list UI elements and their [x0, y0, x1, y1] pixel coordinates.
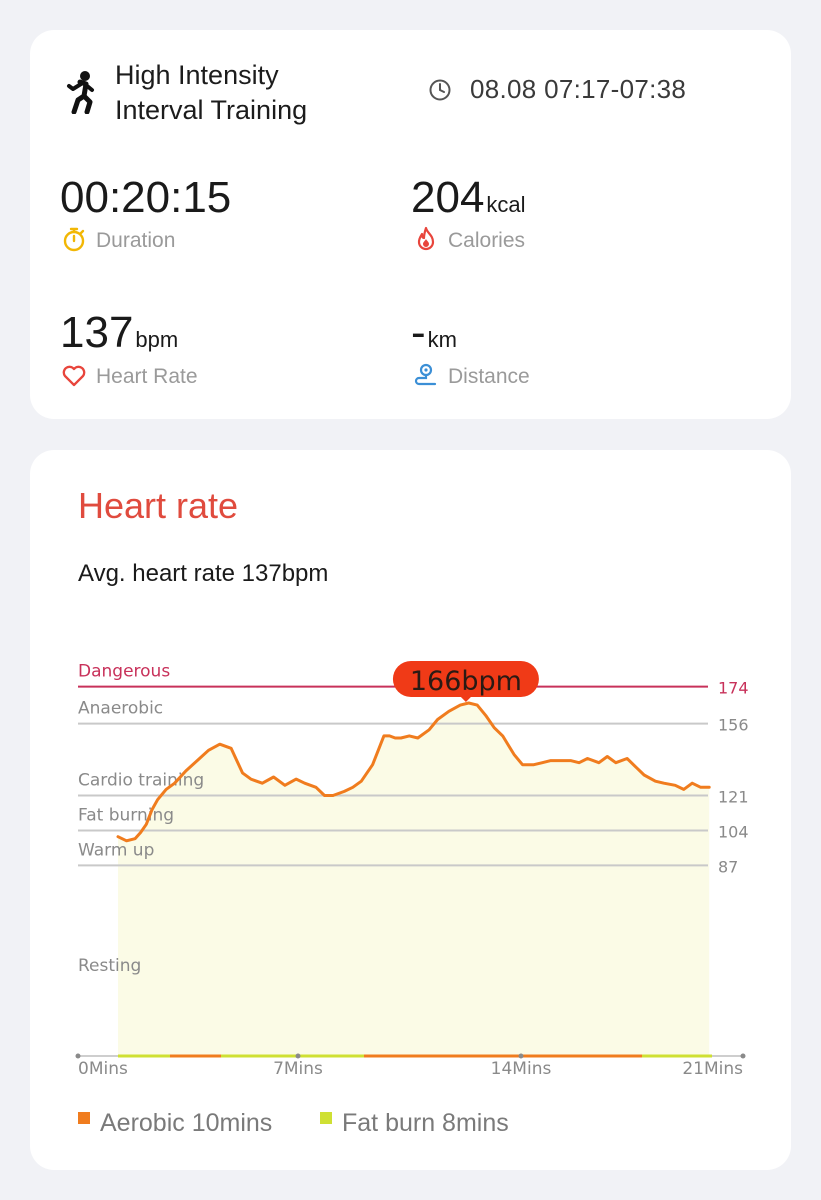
heart-rate-label: Heart Rate	[96, 365, 198, 388]
clock-icon	[429, 79, 451, 101]
x-tick-label-14mins: 14Mins	[491, 1059, 552, 1079]
distance-value: -km	[411, 308, 457, 365]
duration-label: Duration	[96, 229, 176, 252]
zone-label-fat-burning: Fat burning	[78, 805, 174, 825]
x-tick-dot-2	[518, 1053, 524, 1059]
zone-label-warm-up: Warm up	[78, 840, 154, 860]
legend-swatch-aerobic	[78, 1112, 90, 1124]
distance-number: -	[411, 308, 426, 357]
calories-label: Calories	[448, 229, 526, 252]
legend-label-fat-burn: Fat burn 8mins	[342, 1109, 509, 1137]
heart-rate-line	[116, 701, 711, 843]
workout-summary-card: High Intensity Interval Training 08.08 0…	[30, 30, 791, 419]
x-tick-dot-3	[740, 1053, 746, 1059]
zone-threshold-104: 104	[718, 822, 749, 841]
legend-swatch-fat-burn	[320, 1112, 332, 1124]
zone-label-dangerous: Dangerous	[78, 662, 170, 682]
stopwatch-icon	[63, 227, 85, 252]
duration-number: 00:20:15	[60, 173, 232, 222]
heart-rate-title: Heart rate	[78, 485, 239, 526]
heart-rate-unit: bpm	[135, 327, 179, 352]
running-person-icon	[67, 71, 94, 114]
duration-value: 00:20:15	[60, 173, 231, 223]
peak-value-label: 166bpm	[410, 666, 522, 697]
calories-unit: kcal	[486, 192, 526, 217]
heart-icon	[62, 365, 86, 387]
heart-rate-value: 137bpm	[60, 308, 178, 365]
distance-unit: km	[427, 327, 457, 352]
workout-name-line1: High Intensity	[115, 60, 279, 90]
calories-number: 204	[411, 173, 485, 222]
calories-value: 204kcal	[411, 173, 526, 230]
legend-label-aerobic: Aerobic 10mins	[100, 1109, 273, 1137]
route-icon	[414, 363, 437, 386]
x-tick-label-7mins: 7Mins	[273, 1059, 323, 1079]
zone-label-resting: Resting	[78, 956, 141, 976]
zone-threshold-174: 174	[718, 679, 749, 698]
workout-name-line2: Interval Training	[115, 95, 308, 125]
zone-threshold-121: 121	[718, 788, 749, 807]
average-heart-rate: Avg. heart rate 137bpm	[78, 560, 329, 587]
zone-label-anaerobic: Anaerobic	[78, 699, 163, 719]
x-tick-label-21mins: 21Mins	[682, 1059, 743, 1079]
zone-threshold-87: 87	[718, 857, 738, 876]
x-tick-dot-0	[75, 1053, 81, 1059]
heart-rate-number: 137	[60, 308, 134, 357]
peak-bubble-pointer	[459, 696, 472, 703]
heart-rate-area	[118, 703, 710, 1056]
distance-label: Distance	[448, 365, 530, 388]
peak-bubble	[392, 661, 539, 697]
x-tick-label-0mins: 0Mins	[78, 1059, 128, 1079]
zone-threshold-156: 156	[718, 716, 749, 735]
flame-icon	[417, 226, 435, 251]
x-tick-dot-1	[295, 1053, 301, 1059]
workout-time-range: 08.08 07:17-07:38	[470, 74, 687, 104]
workout-name: High Intensity Interval Training	[115, 58, 395, 128]
heart-rate-card: Heart rate Avg. heart rate 137bpm 174 Dan…	[30, 450, 791, 1170]
